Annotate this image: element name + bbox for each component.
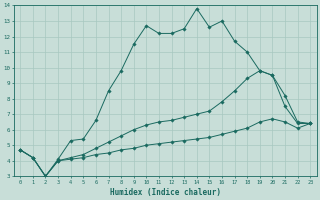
X-axis label: Humidex (Indice chaleur): Humidex (Indice chaleur) [110,188,221,197]
